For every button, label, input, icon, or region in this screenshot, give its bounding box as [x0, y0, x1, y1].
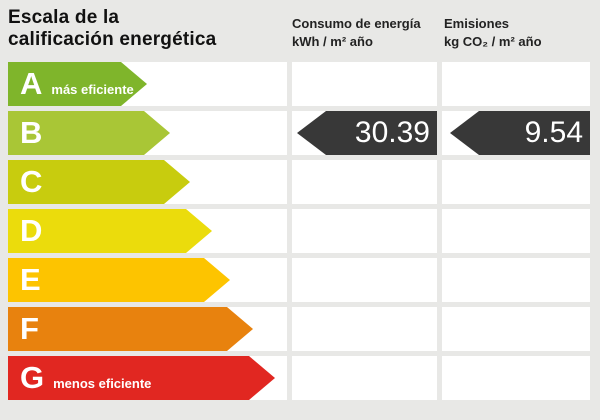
consumo-cell-A [292, 62, 437, 106]
scale-cell-D: D [8, 209, 287, 253]
rating-bar-B: B [8, 111, 170, 155]
rating-letter-A: A [20, 66, 43, 101]
emisiones-cell-C [442, 160, 590, 204]
scale-cell-F: F [8, 307, 287, 351]
rating-letter-G: G [20, 360, 45, 395]
emisiones-column-header: Emisiones kg CO₂ / m² año [444, 15, 542, 51]
consumo-cell-E [292, 258, 437, 302]
consumo-cell-G [292, 356, 437, 400]
scale-cell-E: E [8, 258, 287, 302]
rating-note-G: menos eficiente [53, 376, 152, 391]
consumo-cell-B: 30.39 [292, 111, 437, 155]
rating-letter-F: F [20, 311, 39, 346]
page-title-line1: Escala de la [8, 7, 120, 28]
emisiones-header-line1: Emisiones [444, 16, 510, 31]
rating-note-A: más eficiente [51, 82, 134, 97]
rating-letter-C: C [20, 164, 43, 199]
emisiones-cell-D [442, 209, 590, 253]
consumo-header-line1: Consumo de energía [292, 16, 421, 31]
rating-letter-B: B [20, 115, 43, 150]
emisiones-header-line2: kg CO₂ / m² año [444, 34, 542, 49]
emisiones-value-arrow-B: 9.54 [450, 111, 590, 155]
consumo-header-line2: kWh / m² año [292, 34, 373, 49]
rating-letter-E: E [20, 262, 41, 297]
consumo-cell-C [292, 160, 437, 204]
consumo-cell-F [292, 307, 437, 351]
emisiones-cell-E [442, 258, 590, 302]
emisiones-cell-A [442, 62, 590, 106]
page-title: Escala de la calificación energética [8, 7, 216, 51]
rating-bar-E: E [8, 258, 230, 302]
consumo-value-arrow-B: 30.39 [297, 111, 437, 155]
rating-letter-D: D [20, 213, 43, 248]
emisiones-cell-G [442, 356, 590, 400]
rating-bar-C: C [8, 160, 190, 204]
emisiones-cell-F [442, 307, 590, 351]
scale-cell-C: C [8, 160, 287, 204]
rating-bar-F: F [8, 307, 253, 351]
consumo-column-header: Consumo de energía kWh / m² año [292, 15, 421, 51]
rating-bar-D: D [8, 209, 212, 253]
consumo-cell-D [292, 209, 437, 253]
scale-cell-B: B [8, 111, 287, 155]
page-title-line2: calificación energética [8, 29, 217, 50]
emisiones-cell-B: 9.54 [442, 111, 590, 155]
